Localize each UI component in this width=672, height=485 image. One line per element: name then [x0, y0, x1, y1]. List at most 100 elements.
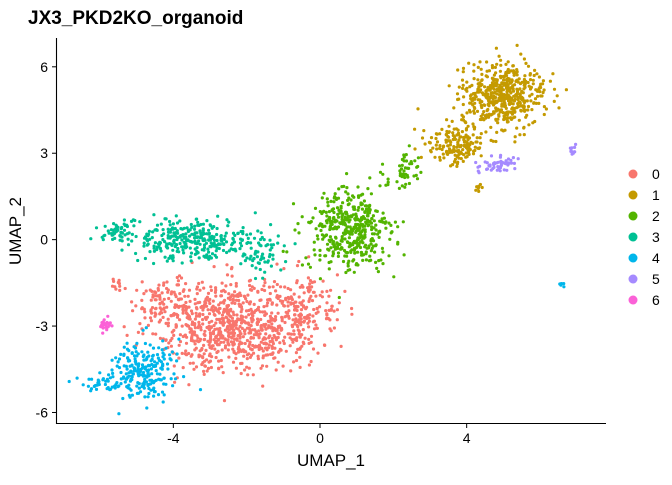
cell-point [513, 135, 517, 139]
cell-point [207, 250, 211, 254]
cell-point [279, 285, 283, 289]
cell-point [175, 352, 179, 356]
cell-point [361, 215, 365, 219]
cell-point [94, 226, 99, 230]
cell-point [238, 336, 242, 340]
cell-point [438, 144, 442, 148]
cell-point [375, 266, 379, 270]
cell-point [330, 304, 334, 308]
cell-point [324, 309, 328, 313]
cell-point [239, 293, 243, 298]
cell-point [368, 176, 372, 180]
cell-point [239, 262, 243, 266]
cell-point [279, 348, 283, 352]
cell-point [148, 250, 152, 254]
cell-point [107, 373, 111, 377]
cell-point [494, 84, 498, 88]
cell-point [523, 82, 527, 87]
cell-point [451, 131, 455, 135]
cell-point [245, 338, 249, 343]
cell-point [497, 54, 501, 58]
cell-point [205, 304, 209, 308]
cell-point [203, 301, 207, 306]
cell-point [247, 313, 251, 317]
cell-point [233, 233, 237, 237]
cell-point [248, 232, 253, 236]
cell-point [489, 113, 493, 117]
cell-point [147, 373, 151, 377]
cell-point [225, 305, 229, 309]
cell-point [487, 69, 491, 73]
cell-point [483, 92, 487, 96]
cell-point [332, 326, 336, 330]
cell-point [509, 161, 514, 165]
cell-point [240, 238, 244, 242]
cell-point [263, 288, 267, 293]
cell-point [506, 67, 510, 72]
cell-point [512, 73, 516, 77]
cell-point [322, 191, 326, 195]
cell-point [155, 223, 160, 227]
cell-point [118, 234, 122, 238]
cell-point [460, 78, 465, 82]
cell-point [276, 296, 280, 301]
cell-point [125, 367, 129, 371]
cell-point [128, 395, 132, 399]
cell-point [234, 356, 238, 360]
cell-point [164, 217, 168, 221]
cell-point [499, 108, 504, 112]
cell-point [276, 311, 280, 315]
cell-point [248, 340, 252, 344]
cell-point [147, 368, 151, 372]
cell-point [112, 222, 116, 226]
cell-point [196, 223, 200, 227]
cell-point [294, 300, 298, 304]
cell-point [140, 306, 144, 310]
cell-point [299, 312, 303, 316]
cell-point [479, 154, 483, 158]
cell-point [359, 222, 363, 226]
cell-point [134, 350, 138, 354]
cell-point [220, 313, 225, 317]
cell-point [197, 281, 201, 286]
cell-point [231, 360, 236, 364]
cell-point [154, 228, 158, 232]
cell-point [208, 340, 212, 344]
cell-point [377, 235, 381, 239]
cell-point [262, 238, 266, 242]
cell-point [519, 104, 523, 108]
cell-point [248, 327, 252, 332]
cell-point [311, 347, 316, 351]
cell-point [306, 276, 310, 280]
cell-point [241, 301, 245, 305]
cell-point [488, 164, 492, 168]
cell-point [287, 332, 291, 336]
cell-point [329, 246, 333, 250]
cell-point [249, 246, 253, 250]
cell-point [496, 165, 500, 169]
cell-point [301, 340, 305, 344]
cell-point [117, 384, 121, 388]
cell-point [384, 226, 388, 230]
cell-point [471, 103, 475, 107]
cell-point [235, 338, 239, 342]
cell-point [159, 249, 163, 253]
cell-point [510, 85, 514, 89]
cell-point [573, 145, 577, 149]
cell-point [138, 390, 143, 394]
cell-point [277, 332, 281, 336]
cell-point [451, 133, 455, 138]
cell-point [332, 309, 336, 313]
cell-point [497, 96, 501, 100]
cell-point [149, 388, 153, 392]
cell-point [143, 310, 147, 314]
cell-point [369, 258, 373, 262]
cell-point [408, 162, 412, 166]
cell-point [155, 353, 160, 357]
cell-point [264, 327, 268, 331]
cell-point [259, 366, 263, 370]
cell-point [217, 359, 221, 363]
cell-point [457, 138, 461, 142]
cell-point [193, 302, 197, 306]
cell-point [267, 343, 271, 347]
